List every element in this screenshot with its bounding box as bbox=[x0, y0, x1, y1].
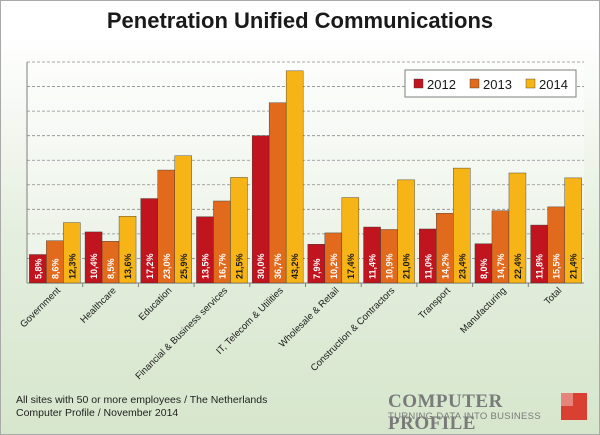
data-label: 8,5% bbox=[106, 258, 116, 279]
data-label: 11,4% bbox=[368, 254, 378, 279]
data-label: 30,0% bbox=[256, 253, 266, 279]
data-label: 5,8% bbox=[33, 258, 43, 279]
bar-2014-5 bbox=[341, 197, 360, 284]
data-label: 10,2% bbox=[329, 253, 339, 279]
category-label: Financial & Business services bbox=[133, 285, 230, 382]
footnote-line-2: Computer Profile / November 2014 bbox=[16, 407, 179, 419]
data-label: 10,4% bbox=[89, 253, 99, 279]
data-label: 7,9% bbox=[312, 258, 322, 279]
bar-2014-1 bbox=[118, 216, 137, 284]
legend-label: 2014 bbox=[539, 77, 568, 92]
category-label: Wholesale & Retail bbox=[277, 285, 342, 350]
bar-2014-8 bbox=[508, 172, 527, 284]
legend: 2012 2013 2014 bbox=[404, 69, 577, 98]
legend-label: 2013 bbox=[483, 77, 512, 92]
data-label: 25,9% bbox=[179, 253, 189, 279]
category-label: Total bbox=[542, 285, 564, 307]
data-label: 10,9% bbox=[385, 253, 395, 279]
bar-2014-7 bbox=[453, 167, 471, 284]
bar-2014-2 bbox=[174, 155, 192, 284]
category-label: Transport bbox=[417, 285, 454, 322]
data-label: 36,7% bbox=[273, 253, 283, 279]
data-label: 22,4% bbox=[513, 253, 523, 279]
computer-profile-logo: COMPUTER PROFILE TURNING DATA INTO BUSIN… bbox=[388, 391, 588, 434]
bar-2014-9 bbox=[564, 177, 582, 284]
legend-swatch bbox=[469, 78, 480, 89]
data-label: 23,0% bbox=[162, 253, 172, 279]
category-label: Manufacturing bbox=[458, 285, 508, 335]
data-label: 11,8% bbox=[535, 254, 545, 279]
footnote-line-1: All sites with 50 or more employees / Th… bbox=[16, 394, 268, 406]
data-label: 21,0% bbox=[402, 253, 412, 279]
data-label: 13,5% bbox=[200, 253, 210, 279]
legend-box bbox=[404, 69, 577, 98]
bar-2014-6 bbox=[397, 179, 415, 284]
logo-tagline: TURNING DATA INTO BUSINESS bbox=[388, 411, 541, 422]
data-label: 21,5% bbox=[234, 253, 244, 279]
data-label: 11,0% bbox=[423, 254, 433, 279]
chart-title: Penetration Unified Communications bbox=[106, 8, 494, 33]
data-label: 16,7% bbox=[217, 253, 227, 279]
data-label: 15,5% bbox=[552, 253, 562, 279]
bar-2014-4 bbox=[285, 70, 304, 284]
logo-name: COMPUTER PROFILE bbox=[388, 391, 503, 434]
bar-2014-3 bbox=[230, 177, 248, 284]
legend-swatch bbox=[525, 78, 536, 89]
data-label: 21,4% bbox=[569, 253, 579, 279]
data-label: 8,0% bbox=[479, 258, 489, 279]
legend-label: 2012 bbox=[427, 77, 456, 92]
data-label: 12,3% bbox=[67, 253, 77, 279]
data-label: 17,2% bbox=[145, 253, 155, 279]
category-label: Education bbox=[137, 285, 175, 323]
category-label: Healthcare bbox=[78, 285, 118, 325]
data-label: 13,6% bbox=[123, 253, 133, 279]
data-label: 23,4% bbox=[457, 253, 467, 279]
logo-square-highlight-icon bbox=[561, 393, 573, 406]
legend-swatch bbox=[413, 78, 424, 89]
footnote: All sites with 50 or more employees / Th… bbox=[16, 394, 267, 420]
data-label: 8,6% bbox=[50, 258, 60, 279]
bar-2014-0 bbox=[63, 222, 81, 284]
data-label: 14,7% bbox=[496, 253, 506, 279]
category-label: Government bbox=[18, 285, 63, 330]
data-label: 14,2% bbox=[440, 253, 450, 279]
data-label: 43,2% bbox=[290, 253, 300, 279]
data-label: 17,4% bbox=[346, 253, 356, 279]
